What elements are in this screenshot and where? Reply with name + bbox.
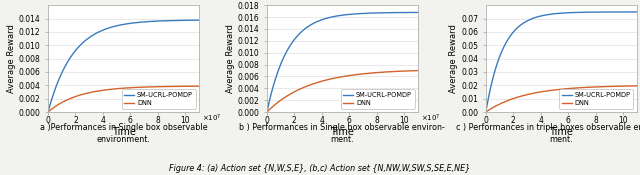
DNN	[482, 111, 490, 113]
X-axis label: Time: Time	[549, 127, 573, 136]
DNN	[490, 106, 497, 108]
DNN	[52, 105, 60, 107]
SM-UCRL-POMDP	[628, 11, 636, 13]
SM-UCRL-POMDP	[552, 13, 559, 15]
Text: b ) Performances in Single box observable environ-
ment.: b ) Performances in Single box observabl…	[239, 123, 445, 144]
SM-UCRL-POMDP	[490, 75, 497, 77]
DNN	[628, 85, 636, 87]
Text: Figure 4: (a) Action set {N,W,S,E}, (b,c) Action set {N,NW,W,SW,S,SE,E,NE}: Figure 4: (a) Action set {N,W,S,E}, (b,c…	[170, 164, 470, 173]
DNN	[628, 85, 636, 87]
SM-UCRL-POMDP	[163, 20, 171, 22]
X-axis label: Time: Time	[330, 127, 355, 136]
DNN	[337, 76, 344, 78]
DNN	[382, 71, 390, 73]
Text: $\times10^7$: $\times10^7$	[202, 113, 221, 124]
SM-UCRL-POMDP	[52, 86, 60, 89]
Y-axis label: Average Reward: Average Reward	[449, 24, 458, 93]
SM-UCRL-POMDP	[271, 80, 278, 83]
DNN	[633, 85, 640, 87]
Legend: SM-UCRL-POMDP, DNN: SM-UCRL-POMDP, DNN	[122, 89, 196, 109]
DNN	[410, 70, 417, 72]
Legend: SM-UCRL-POMDP, DNN: SM-UCRL-POMDP, DNN	[340, 89, 415, 109]
DNN	[556, 88, 563, 90]
DNN	[414, 69, 422, 72]
Line: DNN: DNN	[48, 86, 199, 112]
SM-UCRL-POMDP	[263, 111, 271, 113]
Y-axis label: Average Reward: Average Reward	[226, 24, 235, 93]
DNN	[191, 85, 198, 87]
DNN	[263, 111, 271, 113]
DNN	[163, 85, 171, 88]
SM-UCRL-POMDP	[191, 19, 198, 21]
SM-UCRL-POMDP	[633, 11, 640, 13]
DNN	[44, 111, 52, 113]
SM-UCRL-POMDP	[333, 15, 340, 17]
SM-UCRL-POMDP	[410, 11, 417, 13]
SM-UCRL-POMDP	[410, 11, 417, 13]
DNN	[191, 85, 198, 87]
Y-axis label: Average Reward: Average Reward	[6, 24, 16, 93]
DNN	[195, 85, 203, 87]
SM-UCRL-POMDP	[44, 111, 52, 113]
Line: DNN: DNN	[267, 71, 418, 112]
Text: c ) Performances in triple boxes observable environ-
ment.: c ) Performances in triple boxes observa…	[456, 123, 640, 144]
DNN	[552, 89, 559, 91]
Line: SM-UCRL-POMDP: SM-UCRL-POMDP	[486, 12, 637, 112]
Line: SM-UCRL-POMDP: SM-UCRL-POMDP	[267, 12, 418, 112]
SM-UCRL-POMDP	[191, 19, 198, 21]
DNN	[410, 70, 417, 72]
SM-UCRL-POMDP	[556, 12, 563, 14]
SM-UCRL-POMDP	[195, 19, 203, 21]
Line: DNN: DNN	[486, 86, 637, 112]
DNN	[601, 86, 609, 88]
SM-UCRL-POMDP	[628, 11, 636, 13]
Text: $\times10^7$: $\times10^7$	[421, 113, 440, 124]
SM-UCRL-POMDP	[482, 111, 490, 113]
DNN	[118, 87, 125, 89]
DNN	[113, 88, 121, 90]
Text: a )Performances in Single box observable
environment.: a )Performances in Single box observable…	[40, 123, 207, 144]
SM-UCRL-POMDP	[118, 24, 125, 26]
SM-UCRL-POMDP	[337, 14, 344, 16]
DNN	[333, 77, 340, 79]
Line: SM-UCRL-POMDP: SM-UCRL-POMDP	[48, 20, 199, 112]
SM-UCRL-POMDP	[601, 11, 609, 13]
DNN	[271, 104, 278, 106]
SM-UCRL-POMDP	[414, 11, 422, 13]
SM-UCRL-POMDP	[382, 12, 390, 14]
X-axis label: Time: Time	[111, 127, 136, 136]
SM-UCRL-POMDP	[113, 25, 121, 27]
Legend: SM-UCRL-POMDP, DNN: SM-UCRL-POMDP, DNN	[559, 89, 634, 109]
